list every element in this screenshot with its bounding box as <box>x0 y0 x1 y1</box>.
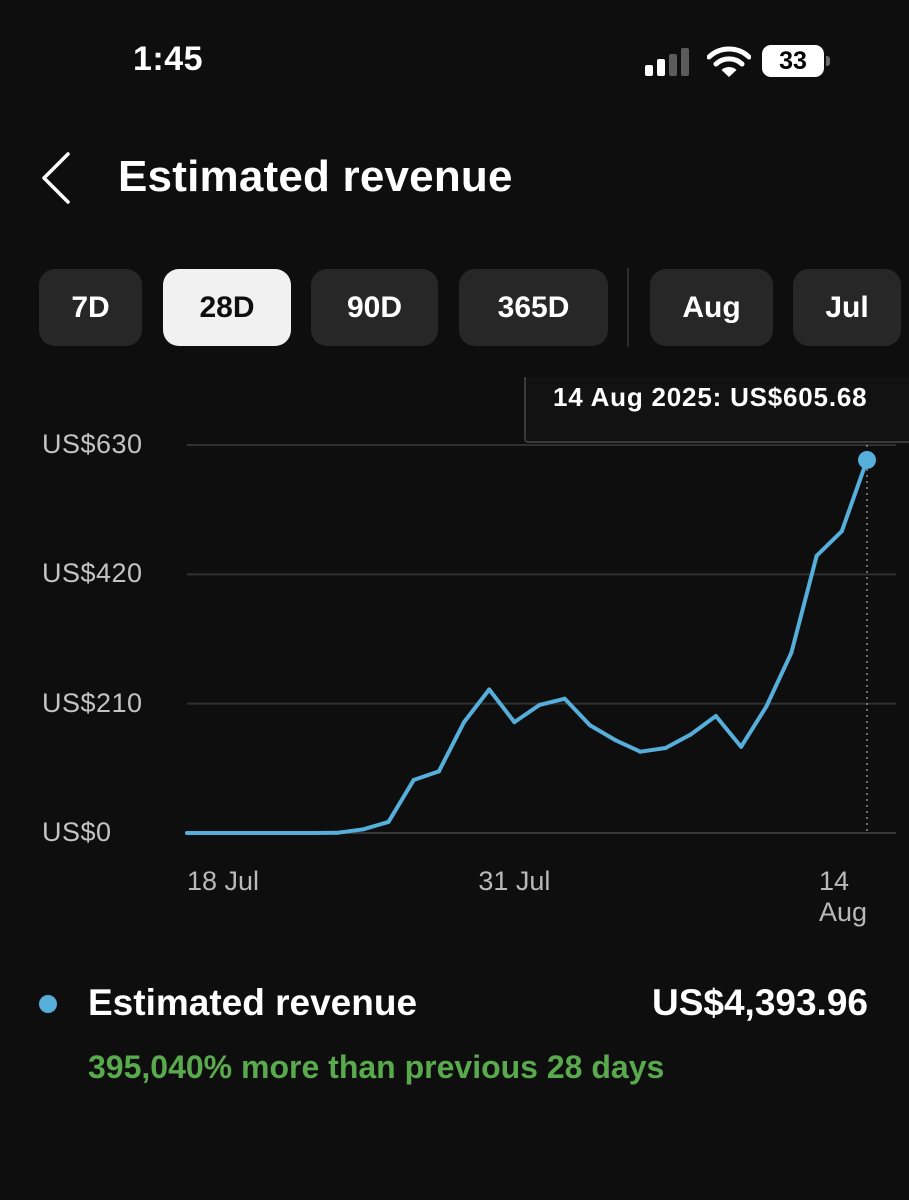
revenue-line-segment <box>688 713 718 737</box>
x-tick-label: 31 Jul <box>478 866 551 896</box>
metric-change: 395,040% more than previous 28 days <box>88 1049 665 1085</box>
revenue-line-segment <box>361 819 391 832</box>
x-tick-label: 18 Jul <box>187 866 260 896</box>
chart-highlight-point[interactable] <box>858 450 876 469</box>
signal-icon <box>645 48 693 76</box>
y-tick-label: US$0 <box>42 817 112 847</box>
battery-level: 33 <box>779 47 807 75</box>
legend-dot <box>39 995 57 1013</box>
status-time: 1:45 <box>133 40 204 78</box>
revenue-line-segment <box>613 738 643 754</box>
revenue-line-segment <box>512 702 542 725</box>
period-chip-aug[interactable]: Aug <box>650 269 773 346</box>
revenue-line-segment <box>764 650 794 709</box>
revenue-line-segment <box>487 687 517 725</box>
period-chip-90d[interactable]: 90D <box>311 269 438 346</box>
metric-value: US$4,393.96 <box>651 982 868 1023</box>
revenue-line-segment <box>436 720 467 774</box>
page-title: Estimated revenue <box>118 152 513 201</box>
revenue-line-chart[interactable] <box>0 0 909 960</box>
revenue-line-segment <box>587 723 618 743</box>
revenue-line-segment <box>789 553 819 655</box>
period-chip-365d[interactable]: 365D <box>459 269 608 346</box>
chevron-left-icon[interactable] <box>30 145 90 211</box>
period-chip-28d[interactable]: 28D <box>163 269 291 346</box>
x-tick-label: 14 Aug <box>818 866 867 927</box>
revenue-line-segment <box>336 827 366 835</box>
y-tick-label: US$630 <box>42 429 143 459</box>
period-chip-jul[interactable]: Jul <box>793 269 901 346</box>
battery-tip <box>826 56 830 66</box>
battery-icon: 33 <box>762 45 824 77</box>
revenue-line-segment <box>411 769 441 783</box>
chip-divider <box>627 268 629 347</box>
metric-label: Estimated revenue <box>88 982 418 1023</box>
y-tick-label: US$210 <box>42 687 143 718</box>
revenue-line-segment <box>739 704 769 749</box>
revenue-line-segment <box>839 457 869 534</box>
revenue-line-segment <box>537 696 567 707</box>
revenue-line-segment <box>713 713 744 749</box>
revenue-line-segment <box>638 746 668 754</box>
y-tick-label: US$420 <box>42 558 143 589</box>
wifi-icon <box>707 46 751 77</box>
revenue-line-segment <box>663 732 693 751</box>
chart-tooltip <box>524 377 909 443</box>
chart-tooltip-text: 14 Aug 2025: US$605.68 <box>553 382 868 412</box>
revenue-line-segment <box>386 778 416 824</box>
period-chip-7d[interactable]: 7D <box>39 269 142 346</box>
revenue-line-segment <box>814 529 844 558</box>
revenue-line-segment <box>462 687 492 725</box>
revenue-line-segment <box>562 696 592 728</box>
